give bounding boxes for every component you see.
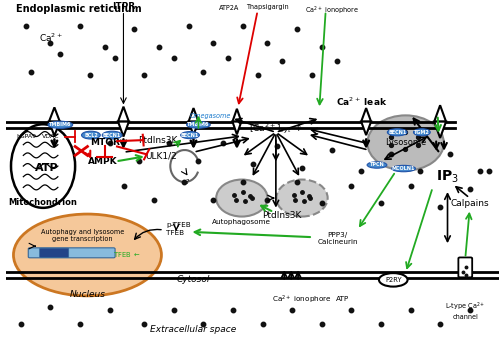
Ellipse shape bbox=[186, 121, 210, 128]
Text: Extracellular space: Extracellular space bbox=[150, 325, 236, 334]
Ellipse shape bbox=[379, 273, 408, 287]
Text: P2RY: P2RY bbox=[385, 277, 402, 283]
Text: Mitochondrion: Mitochondrion bbox=[8, 198, 78, 207]
Circle shape bbox=[216, 180, 268, 217]
Ellipse shape bbox=[102, 131, 122, 139]
Text: Ca$^{2+}$ ionophore: Ca$^{2+}$ ionophore bbox=[304, 4, 358, 16]
Polygon shape bbox=[232, 109, 241, 122]
Ellipse shape bbox=[14, 214, 162, 296]
Text: TMBIM6: TMBIM6 bbox=[187, 122, 210, 127]
Text: Omegasome: Omegasome bbox=[190, 113, 232, 119]
Text: Calpains: Calpains bbox=[450, 199, 489, 208]
Text: BECN1: BECN1 bbox=[103, 132, 121, 137]
Text: ATP: ATP bbox=[336, 296, 349, 302]
Text: PPP3/
Calcineurin: PPP3/ Calcineurin bbox=[318, 232, 358, 246]
Text: TFEB: TFEB bbox=[166, 230, 184, 236]
Text: Thapsigargin: Thapsigargin bbox=[246, 4, 289, 10]
Text: ITPR: ITPR bbox=[112, 2, 135, 11]
Polygon shape bbox=[361, 122, 371, 135]
Polygon shape bbox=[188, 122, 198, 135]
Text: IP$_3$: IP$_3$ bbox=[436, 169, 459, 185]
Text: ATP: ATP bbox=[35, 163, 59, 173]
Text: ATP2A: ATP2A bbox=[220, 5, 240, 11]
Text: Ca$^{2+}$: Ca$^{2+}$ bbox=[38, 32, 62, 44]
Text: Nucleus: Nucleus bbox=[70, 290, 106, 298]
Text: HSPA9: HSPA9 bbox=[16, 134, 37, 139]
Ellipse shape bbox=[48, 121, 72, 129]
Circle shape bbox=[276, 180, 328, 217]
Text: TMBIM6: TMBIM6 bbox=[49, 122, 72, 127]
Polygon shape bbox=[49, 122, 60, 136]
Text: BECN1: BECN1 bbox=[388, 130, 406, 135]
Text: MTOR: MTOR bbox=[90, 139, 120, 147]
Text: PtdIns3K: PtdIns3K bbox=[138, 136, 177, 145]
Text: AMPK: AMPK bbox=[88, 157, 118, 166]
Text: Autophagy and lysosome
gene transcription: Autophagy and lysosome gene transcriptio… bbox=[41, 229, 124, 242]
Text: TFEB $\leftarrow$: TFEB $\leftarrow$ bbox=[113, 251, 140, 260]
Ellipse shape bbox=[82, 131, 100, 139]
Polygon shape bbox=[434, 105, 446, 122]
FancyBboxPatch shape bbox=[40, 248, 68, 257]
Text: Lysosome: Lysosome bbox=[385, 139, 426, 147]
Ellipse shape bbox=[11, 124, 75, 208]
Text: BCL2: BCL2 bbox=[84, 132, 98, 137]
FancyBboxPatch shape bbox=[458, 257, 472, 277]
Text: Ca$^{2+}$ ionophore: Ca$^{2+}$ ionophore bbox=[272, 293, 332, 306]
Text: ULK1/2: ULK1/2 bbox=[146, 152, 178, 161]
Polygon shape bbox=[434, 122, 446, 138]
Text: [Ca$^{2+}$]$_{cyt}$ $\uparrow$: [Ca$^{2+}$]$_{cyt}$ $\uparrow$ bbox=[250, 121, 302, 136]
Text: ?: ? bbox=[186, 178, 190, 185]
Text: L-type Ca$^{2+}$
channel: L-type Ca$^{2+}$ channel bbox=[445, 301, 486, 321]
Ellipse shape bbox=[180, 132, 200, 139]
Ellipse shape bbox=[368, 115, 444, 171]
Polygon shape bbox=[361, 108, 371, 122]
Polygon shape bbox=[118, 107, 129, 122]
Ellipse shape bbox=[392, 165, 415, 172]
Ellipse shape bbox=[388, 129, 407, 136]
Text: TGM2: TGM2 bbox=[414, 130, 430, 135]
Text: TPCN: TPCN bbox=[370, 162, 384, 167]
Text: VDAC: VDAC bbox=[42, 134, 59, 139]
Polygon shape bbox=[232, 122, 241, 134]
Text: Endoplasmic reticulum: Endoplasmic reticulum bbox=[16, 4, 142, 14]
FancyBboxPatch shape bbox=[28, 248, 115, 258]
Text: Cytosol: Cytosol bbox=[177, 275, 210, 284]
Text: Ca$^{2+}$ leak: Ca$^{2+}$ leak bbox=[336, 96, 387, 108]
Polygon shape bbox=[188, 108, 198, 122]
Polygon shape bbox=[118, 122, 129, 136]
Text: MCOLN1: MCOLN1 bbox=[392, 166, 415, 171]
Ellipse shape bbox=[367, 162, 387, 168]
Text: BECN1: BECN1 bbox=[181, 132, 199, 137]
Text: p-TFEB: p-TFEB bbox=[166, 222, 191, 228]
Polygon shape bbox=[49, 107, 60, 122]
Text: Autophagosome: Autophagosome bbox=[212, 220, 272, 225]
Ellipse shape bbox=[414, 129, 430, 136]
Text: PtdIns3K: PtdIns3K bbox=[262, 211, 302, 220]
